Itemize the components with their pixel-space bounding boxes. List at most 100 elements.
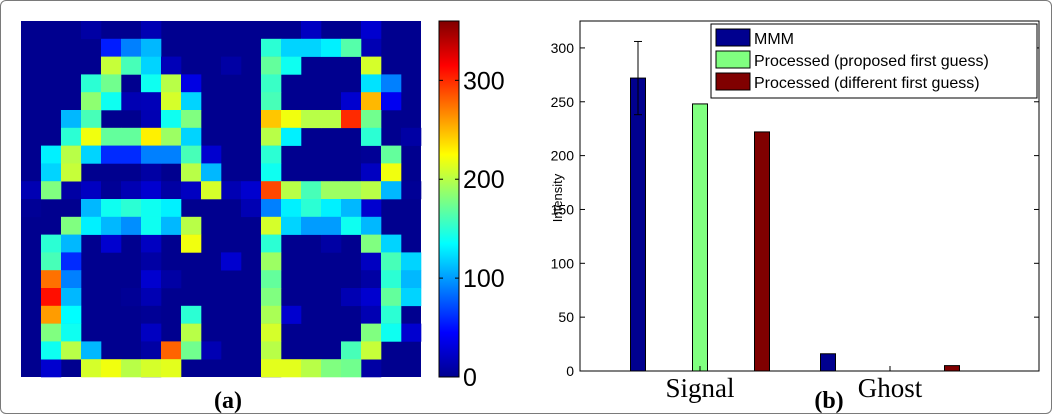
heatmap-cell-a [161,110,182,129]
heatmap-cell [121,181,142,200]
colorbar-gradient [438,20,460,378]
heatmap-cell-d [281,359,302,378]
heatmap-cell-d [281,199,302,218]
heatmap-cell [221,252,242,271]
heatmap-cell-a [121,56,142,75]
heatmap-cell-b [281,110,302,129]
heatmap-cell-a [61,145,82,164]
heatmap-cell [181,181,202,200]
heatmap-cell-d [341,199,362,218]
heatmap-cell-d [261,252,282,271]
y-tick-label: 200 [551,148,575,164]
heatmap-cell [241,199,262,218]
legend-label: Processed (different first guess) [754,75,980,92]
colorbar: 0 100 200 300 [438,20,505,392]
heatmap-cell-c [181,305,202,324]
heatmap-cell-c [161,216,182,235]
heatmap-cell-b [301,38,322,57]
heatmap-cell [241,181,262,200]
heatmap-cell-c [161,341,182,360]
legend-swatch [715,28,751,47]
heatmap-cell [201,145,222,164]
heatmap-cell [221,181,242,200]
heatmap-cell-a [141,92,162,111]
heatmap-cell-d [321,216,342,235]
heatmap-cell-c [41,288,62,307]
heatmap-cell [141,252,162,271]
heatmap-cell [161,270,182,289]
heatmap-cell [101,181,122,200]
heatmap-cell-a [101,38,122,57]
heatmap-cell-a [161,92,182,111]
heatmap-cell [21,199,42,218]
heatmap-cell-c [121,359,142,378]
heatmap-cell-b [381,181,402,200]
heatmap-cell [361,199,382,218]
heatmap-cell-c [61,288,82,307]
heatmap-cell [141,288,162,307]
bar-signal-1 [692,103,708,372]
heatmap-cell-a [141,74,162,93]
heatmap-cell [361,145,382,164]
heatmap-cell [341,92,362,111]
heatmap-cell-a [181,110,202,129]
heatmap-cell-c [41,234,62,253]
error-bar [634,40,642,116]
heatmap-cell-c [181,341,202,360]
heatmap-cell-d [381,305,402,324]
legend-swatch [715,50,751,69]
heatmap-cell-b [261,38,282,57]
heatmap-cell-c [81,216,102,235]
heatmap-cell-d [381,234,402,253]
heatmap-cell-d [261,341,282,360]
heatmap-cell-a [161,74,182,93]
heatmap-cell-a [81,127,102,146]
bar-ghost-2 [944,365,960,372]
heatmap-cell-c [61,341,82,360]
heatmap-cell-c [101,199,122,218]
heatmap-cell-b [261,181,282,200]
y-tick-label: 250 [551,94,575,110]
heatmap-cell-a [181,127,202,146]
heatmap-cell [81,181,102,200]
heatmap-panel [21,21,422,378]
heatmap-cell-d [281,216,302,235]
heatmap-cell-c [81,199,102,218]
heatmap-cell [221,56,242,75]
colorbar-tick-label: 100 [463,265,505,293]
heatmap-cell-a [61,163,82,182]
heatmap-cell [361,38,382,57]
heatmap-cell-c [161,359,182,378]
x-tick-label: Signal [665,373,734,403]
heatmap-cell-c [61,252,82,271]
heatmap-cell-c [41,252,62,271]
heatmap-cell-a [141,56,162,75]
heatmap-cell [361,21,382,40]
heatmap-cell [201,341,222,360]
heatmap-cell-a [121,38,142,57]
heatmap-cell-d [301,199,322,218]
heatmap-cell-a [101,127,122,146]
heatmap-cell-b [261,163,282,182]
heatmap-cell-d [261,270,282,289]
heatmap-cell-a [141,38,162,57]
heatmap-cell-a [81,74,102,93]
heatmap-cell [141,323,162,342]
heatmap-cell-d [361,216,382,235]
legend: MMM Processed (proposed first guess) Proce… [710,23,1038,99]
heatmap-cell [401,181,422,200]
heatmap-cell [141,305,162,324]
heatmap-cell-c [81,341,102,360]
heatmap-cell-c [41,323,62,342]
heatmap-cell-a [101,56,122,75]
heatmap-cell-b [381,145,402,164]
heatmap-cell [141,21,162,40]
heatmap-cell [141,110,162,129]
heatmap-cell [321,234,342,253]
heatmap-cell-c [181,234,202,253]
heatmap-cell [161,181,182,200]
heatmap-cell-d [341,359,362,378]
y-tick-label: 300 [551,40,575,56]
heatmap-cell [281,305,302,324]
